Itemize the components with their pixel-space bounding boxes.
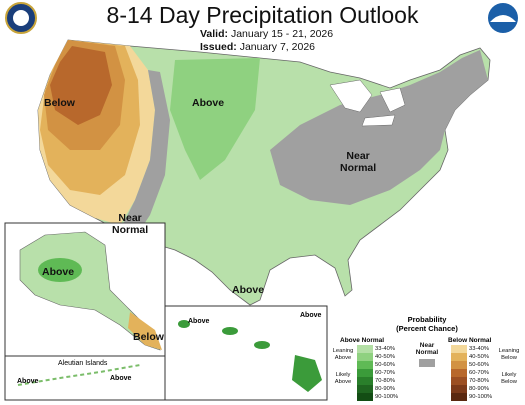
- legend-below-swatch: [451, 369, 467, 377]
- legend-title-2: (Percent Chance): [396, 324, 458, 333]
- valid-label: Valid:: [200, 28, 229, 40]
- legend-above-bin-label: 80-90%: [375, 386, 395, 392]
- legend-below-bin-label: 33-40%: [469, 346, 489, 352]
- legend-below-swatch: [451, 345, 467, 353]
- label-above-aleutian-2: Above: [110, 375, 132, 382]
- legend-below-bin-label: 60-70%: [469, 370, 489, 376]
- label-below-west: Below: [44, 97, 75, 109]
- aleutian-title: Aleutian Islands: [58, 360, 108, 367]
- legend-below-bin-label: 40-50%: [469, 354, 489, 360]
- label-above-north: Above: [192, 97, 225, 109]
- legend-near-swatch: [419, 359, 435, 367]
- label-above-hawaii-2: Above: [300, 312, 322, 319]
- legend-below-swatch: [451, 385, 467, 393]
- valid-value: January 15 - 21, 2026: [230, 28, 334, 40]
- legend-title: Probability (Percent Chance): [392, 315, 462, 333]
- label-below-alaska: Below: [133, 331, 164, 343]
- valid-line: Valid: January 15 - 21, 2026: [200, 28, 333, 40]
- legend-leaning-above: Leaning Above: [332, 348, 354, 361]
- label-near-sw: Near Normal: [112, 212, 148, 236]
- legend-above-swatch: [357, 353, 373, 361]
- region-near-west: [120, 70, 170, 238]
- label-above-south: Above: [232, 284, 265, 296]
- legend-below-swatch: [451, 393, 467, 401]
- legend-above-bin-label: 40-50%: [375, 354, 395, 360]
- label-above-aleutian-1: Above: [17, 378, 39, 385]
- legend-above-swatch: [357, 345, 373, 353]
- legend-below-swatch: [451, 353, 467, 361]
- legend-below-bin-label: 90-100%: [469, 394, 493, 400]
- legend-title-1: Probability: [407, 315, 447, 324]
- legend-below-swatch: [451, 377, 467, 385]
- legend-leaning-below: Leaning Below: [498, 348, 520, 361]
- legend-below-bin-label: 50-60%: [469, 362, 489, 368]
- issued-label: Issued:: [200, 41, 237, 53]
- issued-value: January 7, 2026: [239, 41, 315, 53]
- legend-above-swatch: [357, 361, 373, 369]
- label-near-east-2: Normal: [340, 162, 377, 174]
- issued-line: Issued: January 7, 2026: [200, 41, 315, 53]
- legend-below-title: Below Normal: [448, 337, 492, 344]
- legend-near-normal: Near Normal: [415, 342, 439, 356]
- label-above-hawaii-1: Above: [188, 318, 210, 325]
- legend-likely-below: Likely Below: [501, 372, 517, 385]
- legend-below-swatch: [451, 361, 467, 369]
- legend-likely-above: Likely Above: [334, 372, 352, 385]
- region-near-east: [270, 50, 488, 205]
- label-near-sw-2: Normal: [112, 224, 149, 236]
- legend-above-bin-label: 50-60%: [375, 362, 395, 368]
- label-near-east: Near Normal: [340, 150, 376, 174]
- great-lakes: [329, 79, 406, 127]
- legend-above-bin-label: 60-70%: [375, 370, 395, 376]
- legend-below-bin-label: 70-80%: [469, 378, 489, 384]
- legend-above-bin-label: 70-80%: [375, 378, 395, 384]
- label-near-east-1: Near: [346, 150, 370, 162]
- legend-above-swatch: [357, 369, 373, 377]
- legend-above-bin-label: 90-100%: [375, 394, 399, 400]
- region-above-north: [170, 58, 260, 180]
- legend-above-swatch: [357, 393, 373, 401]
- legend-below-bin-label: 80-90%: [469, 386, 489, 392]
- label-above-alaska: Above: [42, 266, 75, 278]
- legend-above-swatch: [357, 377, 373, 385]
- legend-above-title: Above Normal: [340, 337, 385, 344]
- label-near-sw-1: Near: [118, 212, 142, 224]
- commerce-seal-icon: [5, 2, 37, 34]
- legend-above-swatch: [357, 385, 373, 393]
- page-title: 8-14 Day Precipitation Outlook: [106, 2, 419, 28]
- noaa-logo-icon: [488, 3, 518, 33]
- legend-above-bin-label: 33-40%: [375, 346, 395, 352]
